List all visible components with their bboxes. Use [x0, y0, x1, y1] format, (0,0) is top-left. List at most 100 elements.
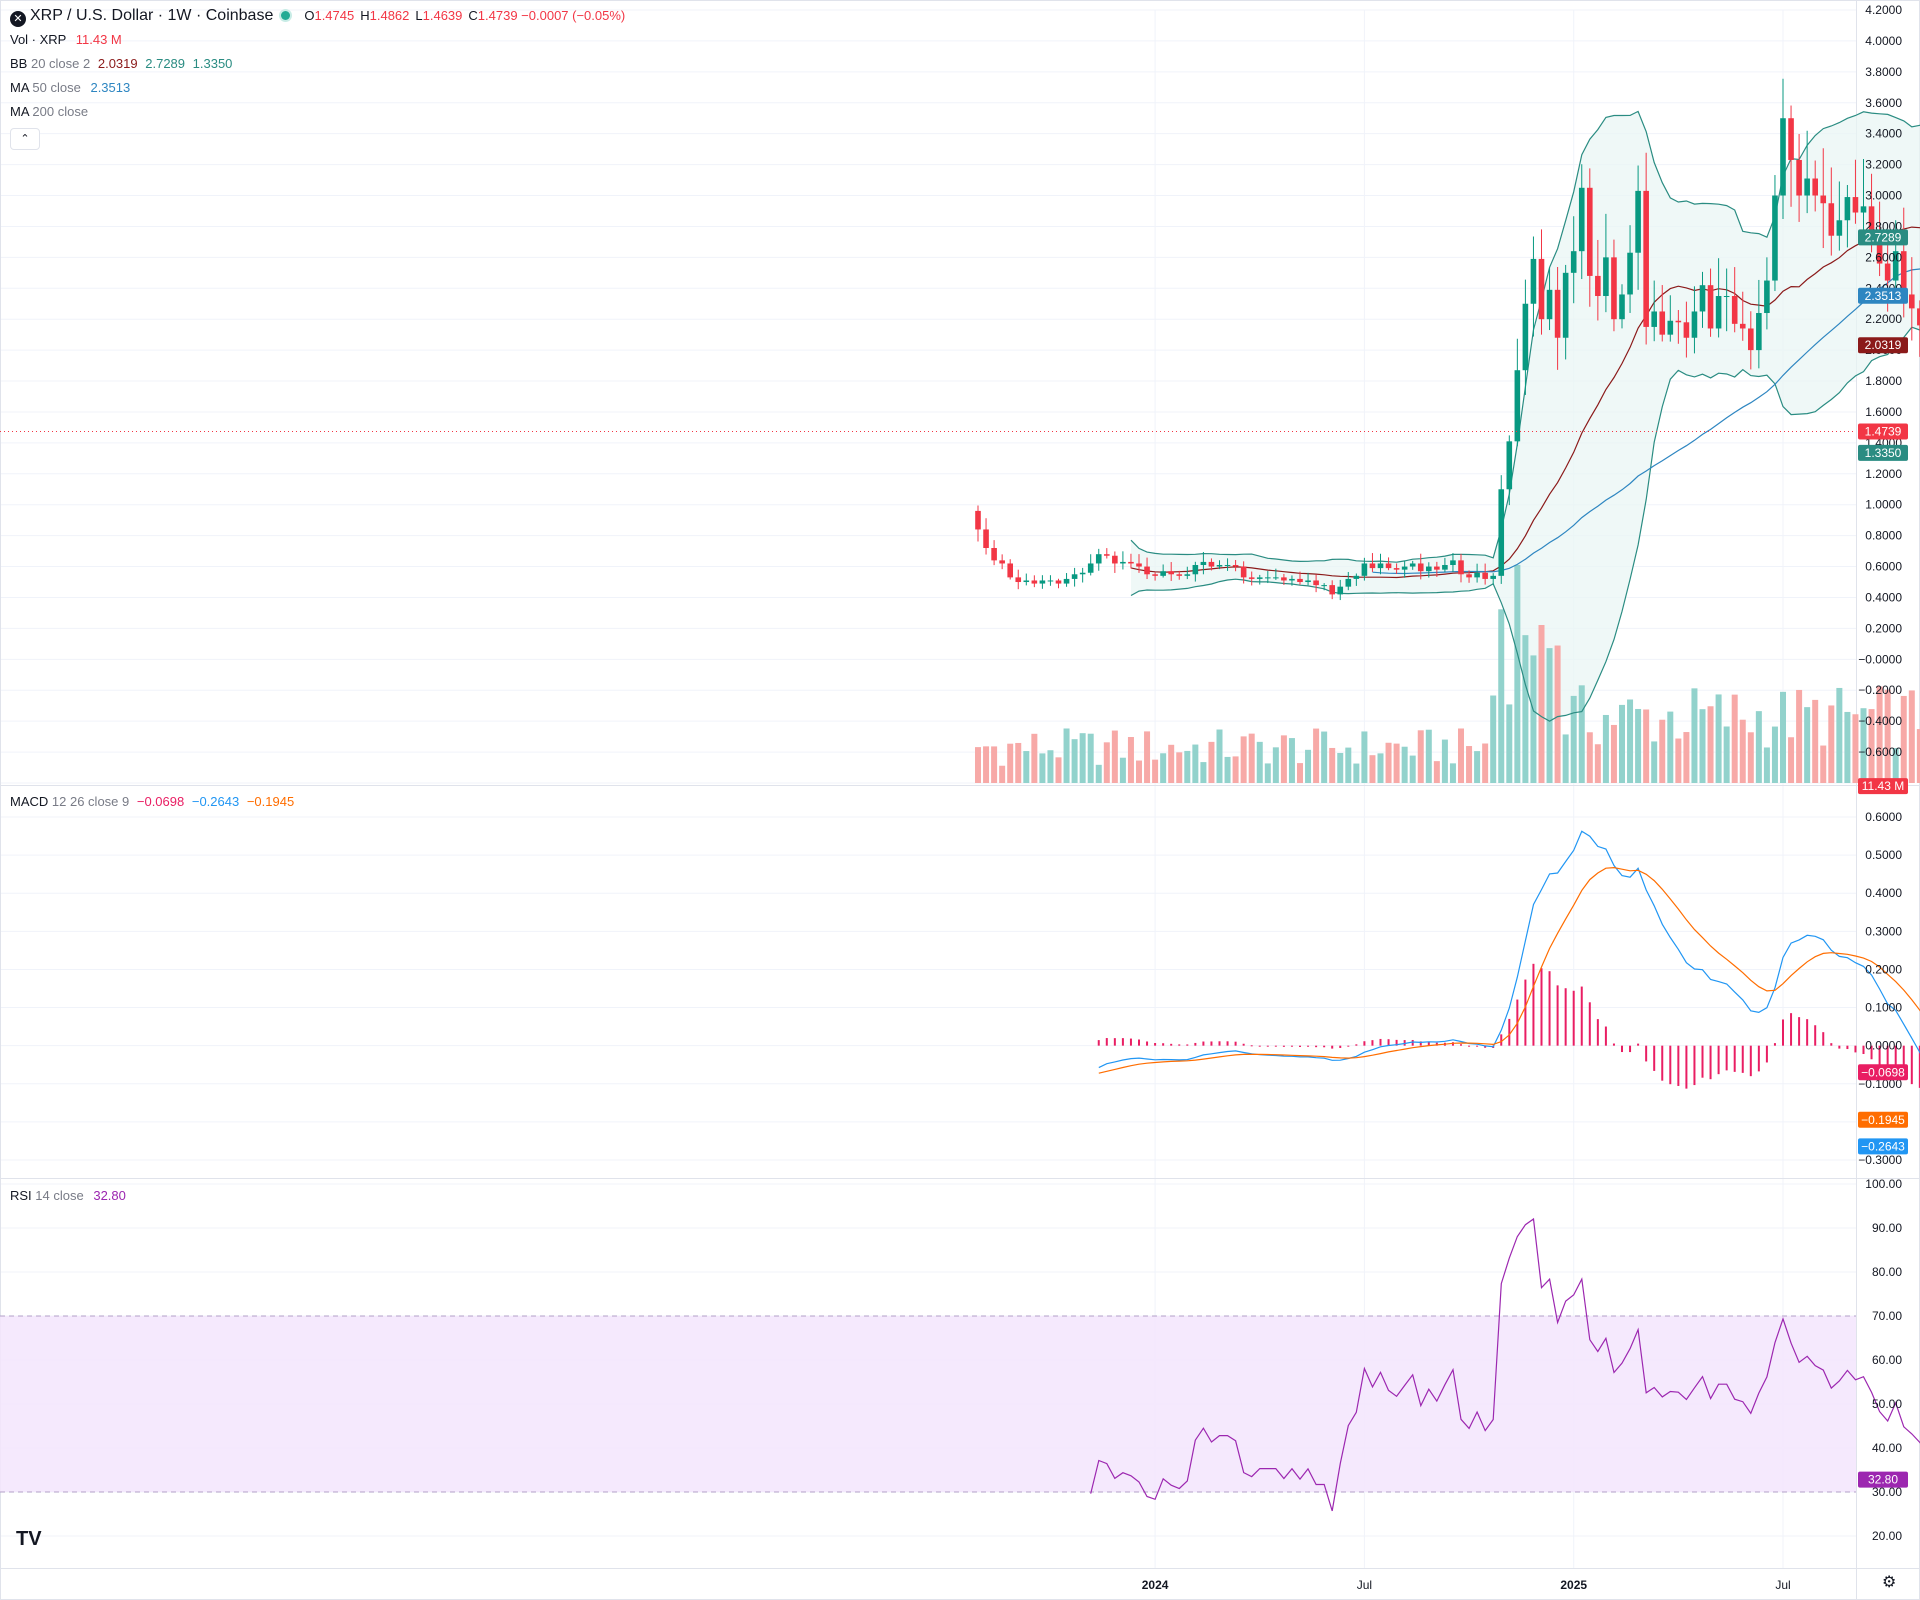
candle-body: [1434, 566, 1440, 570]
collapse-legend-button[interactable]: ⌃: [10, 128, 40, 150]
volume-bar: [1272, 747, 1279, 783]
ma200-legend[interactable]: MA 200 close: [10, 104, 89, 119]
candle-body: [1659, 311, 1666, 335]
macd-tick-label: 0.6000: [1865, 810, 1902, 824]
volume-bar: [1039, 753, 1046, 783]
ma50-line: [1372, 268, 1920, 575]
macd-hist-bar: [1210, 1041, 1213, 1046]
time-axis-label: 2024: [1142, 1578, 1169, 1592]
candle-body: [1731, 296, 1738, 324]
bb-upper-tag-bg: [1858, 229, 1908, 246]
candle-body: [1055, 580, 1062, 584]
candle-body: [1562, 272, 1569, 338]
macd-hist-bar: [1121, 1038, 1124, 1046]
volume-bar: [1055, 757, 1062, 783]
volume-bar: [1071, 739, 1078, 783]
candle-body: [1095, 554, 1102, 564]
tradingview-logo-icon[interactable]: TV: [16, 1528, 42, 1550]
macd-hist-bar: [1363, 1041, 1366, 1046]
macd-hist-bar: [1918, 1045, 1920, 1088]
macd-hist-bar: [1500, 1034, 1503, 1046]
volume-bar: [1256, 741, 1263, 783]
candle-body: [1401, 566, 1408, 570]
candle-body: [1538, 258, 1545, 320]
candle-body: [1788, 118, 1794, 160]
candle-body: [1329, 585, 1335, 595]
volume-bars: [975, 564, 1920, 783]
volume-bar: [1409, 755, 1416, 783]
macd-hist-bar: [1902, 1045, 1905, 1080]
macd-hist-bar: [1604, 1026, 1607, 1046]
macd-hist-bar: [1282, 1045, 1285, 1047]
volume-bar: [1136, 760, 1142, 783]
volume-bar: [1490, 695, 1497, 783]
candle-body: [1643, 190, 1649, 327]
macd-hist-bar: [1749, 1045, 1752, 1077]
bb-legend[interactable]: BB 20 close 2 2.0319 2.7289 1.3350: [10, 56, 233, 71]
price-tick-label: 1.8000: [1865, 374, 1902, 388]
macd-hist-bar: [1862, 1045, 1865, 1055]
volume-bar: [1361, 731, 1368, 783]
ma50-tag: 2.3513: [1865, 289, 1902, 303]
volume-bar: [1184, 750, 1191, 783]
candle-body: [1265, 577, 1271, 579]
bb-lower-tag: 1.3350: [1865, 446, 1902, 460]
macd-hist-bar: [1612, 1043, 1615, 1046]
volume-bar: [1474, 751, 1481, 783]
candle-body: [1611, 257, 1617, 320]
macd-hist-bar: [1258, 1045, 1261, 1047]
candle-body: [1699, 285, 1706, 312]
candle-body: [1868, 206, 1875, 232]
volume-bar: [1176, 752, 1183, 783]
macd-hist-bar: [1532, 963, 1535, 1046]
macd-legend[interactable]: MACD 12 26 close 9 −0.0698 −0.2643 −0.19…: [10, 794, 295, 809]
symbol-title: XRP / U.S. Dollar · 1W · Coinbase: [30, 7, 274, 24]
macd-hist-bar: [1138, 1039, 1140, 1046]
bb-lower-value: 1.3350: [192, 56, 233, 71]
bb-basis-tag-bg: [1858, 337, 1908, 354]
macd-hist-bar: [1202, 1041, 1205, 1046]
candle-body: [1796, 159, 1802, 196]
macd-hist-bar: [1725, 1045, 1728, 1071]
bb-band-fill: [1131, 111, 1920, 722]
price-tick-label: −0.6000: [1858, 745, 1902, 759]
volume-bar: [1337, 752, 1344, 783]
ma50-value: 2.3513: [90, 80, 131, 95]
candle-body: [1892, 251, 1899, 281]
candle-body: [1208, 561, 1215, 567]
macd-hist-bar: [1838, 1045, 1841, 1049]
volume-bar: [1675, 738, 1682, 783]
volume-bar: [1723, 726, 1730, 783]
volume-bar: [1160, 753, 1167, 783]
volume-bar: [1385, 742, 1392, 783]
candle-body: [1361, 563, 1368, 576]
volume-bar: [1602, 714, 1609, 783]
volume-value: 11.43 M: [75, 32, 122, 47]
macd-hist-bar: [1588, 1002, 1591, 1046]
macd-line-tag-bg: [1858, 1138, 1908, 1155]
symbol-legend[interactable]: ✕ XRP / U.S. Dollar · 1W · Coinbase O1.474…: [10, 8, 625, 27]
macd-hist-bar: [1572, 990, 1575, 1046]
candle-body: [1474, 572, 1480, 578]
candle-body: [1281, 577, 1287, 581]
volume-bar: [1232, 756, 1239, 783]
macd-hist-bar: [1347, 1045, 1350, 1047]
volume-bar: [1771, 726, 1778, 783]
volume-bar: [1015, 742, 1022, 783]
ma50-legend[interactable]: MA 50 close 2.3513: [10, 80, 131, 95]
candle-body: [1063, 578, 1070, 584]
volume-legend[interactable]: Vol · XRP 11.43 M: [10, 32, 122, 47]
macd-hist-bar: [1194, 1042, 1197, 1046]
candle-body: [1764, 280, 1770, 314]
macd-tick-label: 0.2000: [1865, 962, 1902, 976]
rsi-tick-label: 20.00: [1872, 1529, 1902, 1543]
gear-icon[interactable]: ⚙: [1882, 1574, 1897, 1591]
candle-body: [1578, 187, 1585, 252]
candle-body: [1804, 178, 1810, 196]
volume-bar: [1417, 730, 1424, 783]
rsi-legend[interactable]: RSI 14 close 32.80: [10, 1188, 126, 1203]
macd-hist-bar: [1323, 1045, 1326, 1048]
candle-body: [1224, 565, 1231, 567]
volume-bar: [1844, 711, 1851, 783]
